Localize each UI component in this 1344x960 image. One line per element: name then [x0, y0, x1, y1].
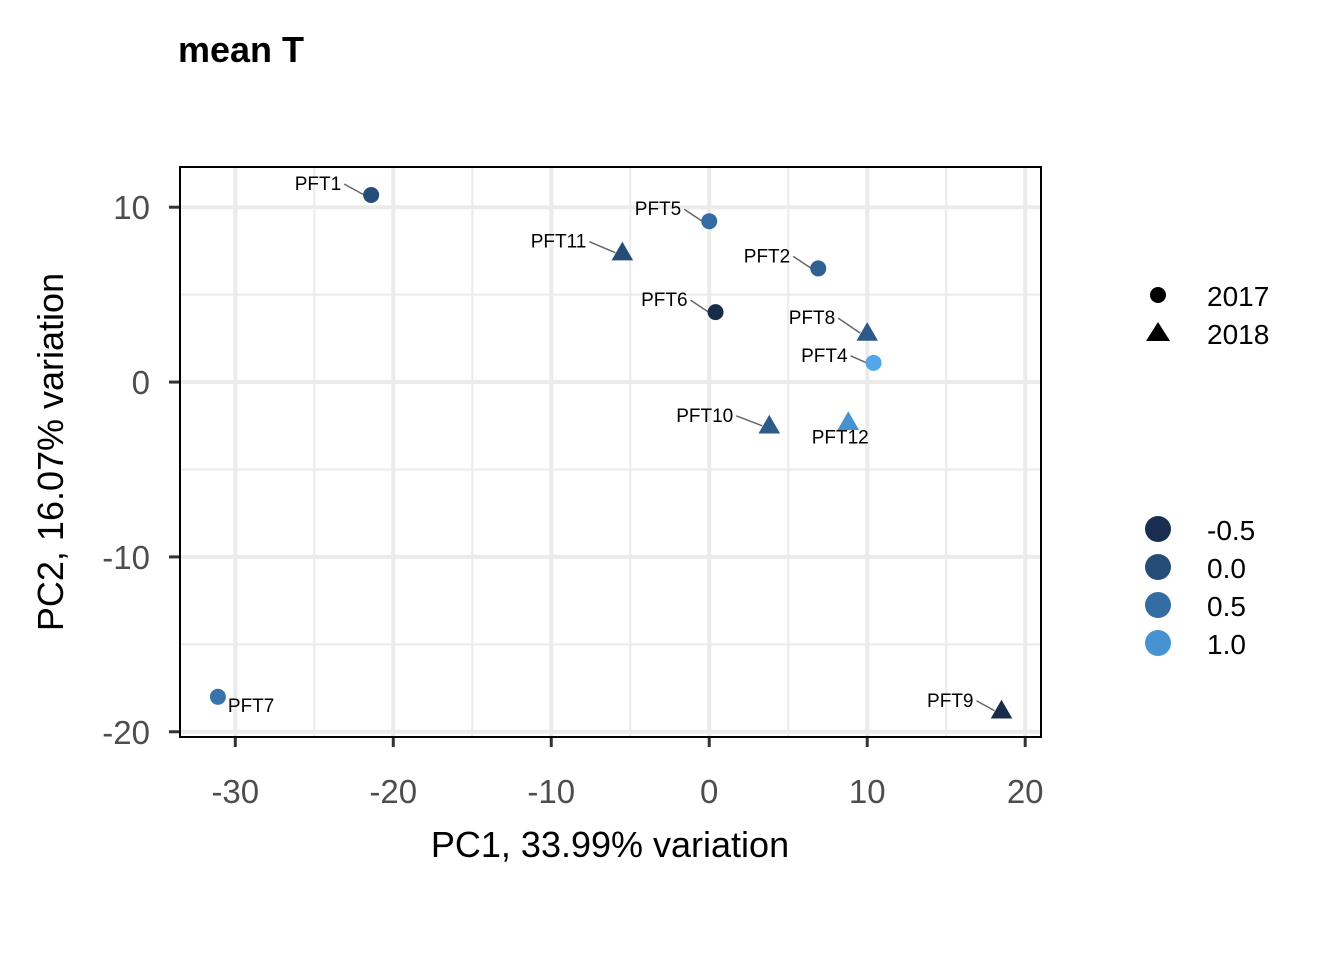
point-labels-layer: PFT1 PFT5 PFT11 PFT2 PFT6 PFT8 PFT4 PFT10 PFT12 P… — [228, 174, 974, 717]
leader-line — [690, 299, 709, 313]
point-label: PFT10 — [676, 406, 733, 427]
legend-label: 1.0 — [1207, 629, 1246, 660]
x-tick-label: 20 — [1007, 773, 1044, 810]
point-circle — [865, 354, 882, 371]
point-label: PFT5 — [635, 199, 681, 220]
plot-panel-background — [180, 167, 1041, 737]
legend-label: 2017 — [1207, 281, 1269, 312]
x-tick-label: -20 — [369, 773, 417, 810]
point-circle — [707, 304, 724, 321]
legend-key-triangle — [1146, 322, 1170, 341]
x-tick-label: -10 — [527, 773, 575, 810]
leader-line — [343, 183, 365, 196]
legend-label: 2018 — [1207, 319, 1269, 350]
leader-lines-layer — [343, 183, 995, 712]
point-triangle — [611, 241, 634, 261]
grid-layer — [180, 167, 1041, 737]
x-tick-label: 10 — [849, 773, 886, 810]
legends: 2017 2018 -0.5 0.0 0.5 1.0 — [1145, 281, 1269, 660]
point-circle — [810, 260, 827, 277]
x-axis-title: PC1, 33.99% variation — [431, 824, 789, 865]
point-label: PFT7 — [228, 696, 274, 717]
y-tick-label: 0 — [132, 364, 150, 401]
y-tick-label: 10 — [113, 189, 150, 226]
point-circle — [701, 213, 718, 230]
leader-line — [792, 255, 812, 270]
legend-key-color — [1145, 630, 1171, 656]
legend-label: 0.5 — [1207, 591, 1246, 622]
axes-layer: -30 -20 -10 0 10 20 -20 -10 0 10 — [102, 189, 1043, 810]
point-triangle — [856, 322, 879, 341]
y-tick-label: -10 — [102, 539, 150, 576]
point-circle — [209, 688, 226, 705]
point-triangle — [837, 411, 860, 430]
leader-line — [683, 208, 703, 222]
legend-label: -0.5 — [1207, 515, 1255, 546]
y-axis-title: PC2, 16.07% variation — [30, 273, 71, 631]
legend-key-color — [1145, 592, 1171, 618]
leader-line — [837, 317, 861, 334]
point-label: PFT2 — [744, 246, 790, 267]
point-circle — [363, 186, 380, 203]
point-label: PFT6 — [641, 290, 687, 311]
point-triangle — [990, 699, 1013, 719]
leader-line — [589, 240, 616, 254]
point-label: PFT9 — [927, 691, 973, 712]
point-label: PFT11 — [531, 232, 587, 253]
leader-line — [850, 355, 867, 364]
legend-key-color — [1145, 554, 1171, 580]
chart-title: mean T — [178, 29, 304, 70]
legend-key-color — [1145, 516, 1171, 542]
x-tick-label: 0 — [700, 773, 718, 810]
y-tick-label: -20 — [102, 714, 150, 751]
point-label: PFT4 — [801, 346, 848, 367]
leader-line — [976, 700, 995, 712]
point-label: PFT12 — [812, 427, 869, 448]
legend-key-circle — [1150, 287, 1166, 303]
plot-panel-border — [179, 166, 1042, 738]
point-triangle — [758, 414, 781, 434]
point-label: PFT8 — [789, 308, 835, 329]
point-label: PFT1 — [295, 174, 341, 195]
leader-line — [736, 415, 763, 427]
x-tick-label: -30 — [211, 773, 259, 810]
points-layer — [209, 186, 1013, 719]
legend-label: 0.0 — [1207, 553, 1246, 584]
